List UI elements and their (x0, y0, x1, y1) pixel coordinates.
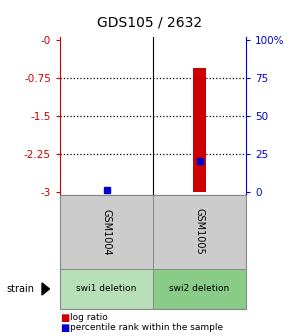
Text: GSM1005: GSM1005 (194, 208, 205, 255)
Text: strain: strain (6, 284, 34, 294)
Text: ■: ■ (60, 313, 69, 323)
Text: swi1 deletion: swi1 deletion (76, 285, 137, 293)
Text: swi2 deletion: swi2 deletion (169, 285, 230, 293)
Text: GDS105 / 2632: GDS105 / 2632 (98, 15, 202, 29)
Text: log ratio: log ratio (70, 313, 108, 322)
Text: ■: ■ (60, 323, 69, 333)
Text: GSM1004: GSM1004 (101, 209, 112, 255)
Bar (193, 68, 206, 192)
Text: percentile rank within the sample: percentile rank within the sample (70, 323, 224, 332)
